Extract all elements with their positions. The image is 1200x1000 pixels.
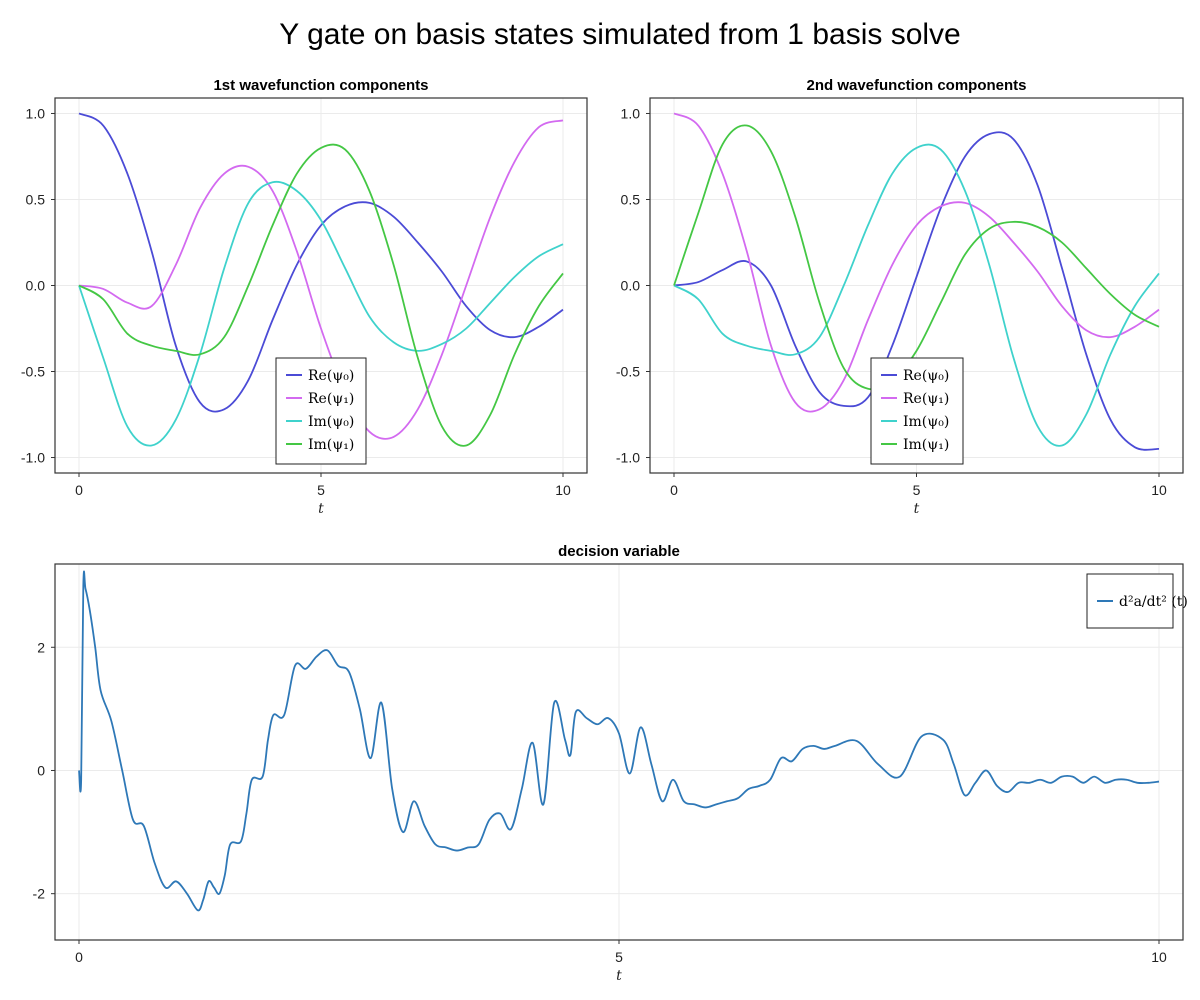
x-tick-label: 5 (317, 482, 325, 498)
x-axis-label: t (616, 968, 622, 984)
y-tick-label: -2 (33, 886, 46, 902)
legend-label: Im(ψ₀) (903, 414, 949, 430)
legend-label: d²a/dt² (t) (1119, 594, 1188, 610)
legend-label: Re(ψ₁) (308, 391, 354, 407)
plot-frame (54, 563, 1184, 941)
series-line-2 (673, 112, 1160, 413)
x-axis-label: t (914, 501, 920, 517)
legend: Re(ψ₀) Re(ψ₁) Im(ψ₀) Im(ψ₁) (275, 357, 367, 465)
y-tick-label: 0.0 (621, 278, 641, 294)
x-tick-label: 10 (1151, 482, 1167, 498)
x-tick-label: 0 (75, 482, 83, 498)
x-tick-label: 0 (670, 482, 678, 498)
legend-label: Re(ψ₀) (903, 368, 949, 384)
y-tick-label: 0 (37, 762, 45, 778)
x-tick-label: 10 (555, 482, 571, 498)
y-tick-label: -1.0 (21, 450, 45, 466)
legend-label: Im(ψ₀) (308, 414, 354, 430)
chart-panel-1: 1st wavefunction components 0 5 10 -1.0 -0.5 0… (21, 77, 588, 517)
legend-label: Re(ψ₀) (308, 368, 354, 384)
legend-label: Im(ψ₁) (308, 437, 354, 453)
x-axis-label: t (318, 501, 324, 517)
y-tick-label: 0.0 (26, 278, 46, 294)
series-line-4 (78, 143, 564, 447)
legend: d²a/dt² (t) (1086, 573, 1188, 629)
x-tick-label: 10 (1151, 949, 1167, 965)
plot-frame (54, 97, 588, 474)
y-tick-label: 2 (37, 639, 45, 655)
series-group (78, 570, 1160, 912)
series-line-2 (78, 119, 564, 440)
chart-panel-2: 2nd wavefunction components 0 5 10 -1.0 -0.5 0… (616, 77, 1184, 517)
plot-frame (649, 97, 1184, 474)
chart-title: 2nd wavefunction components (806, 77, 1026, 94)
panels: 1st wavefunction components 0 5 10 -1.0 -0.5 0… (21, 77, 1188, 984)
chart-panel-3: decision variable 0 5 10 -2 0 2 t d²a/dt² (t) (33, 543, 1188, 984)
x-tick-label: 0 (75, 949, 83, 965)
legend-label: Re(ψ₁) (903, 391, 949, 407)
series-line-1 (78, 570, 1160, 912)
x-tick-label: 5 (615, 949, 623, 965)
x-tick-label: 5 (913, 482, 921, 498)
y-tick-label: -0.5 (616, 364, 640, 380)
y-tick-label: 1.0 (26, 105, 46, 121)
chart-title: decision variable (558, 543, 680, 560)
y-tick-label: -1.0 (616, 450, 640, 466)
figure-title: Y gate on basis states simulated from 1 … (279, 18, 960, 51)
y-tick-label: 0.5 (621, 191, 641, 207)
y-tick-label: -0.5 (21, 364, 45, 380)
series-line-1 (78, 112, 564, 413)
series-line-3 (78, 180, 564, 447)
y-tick-label: 1.0 (621, 105, 641, 121)
legend-label: Im(ψ₁) (903, 437, 949, 453)
y-tick-label: 0.5 (26, 191, 46, 207)
series-group (78, 112, 564, 447)
series-line-3 (673, 143, 1160, 447)
chart-title: 1st wavefunction components (213, 77, 428, 94)
series-line-1 (673, 131, 1160, 451)
legend: Re(ψ₀) Re(ψ₁) Im(ψ₀) Im(ψ₁) (870, 357, 964, 465)
